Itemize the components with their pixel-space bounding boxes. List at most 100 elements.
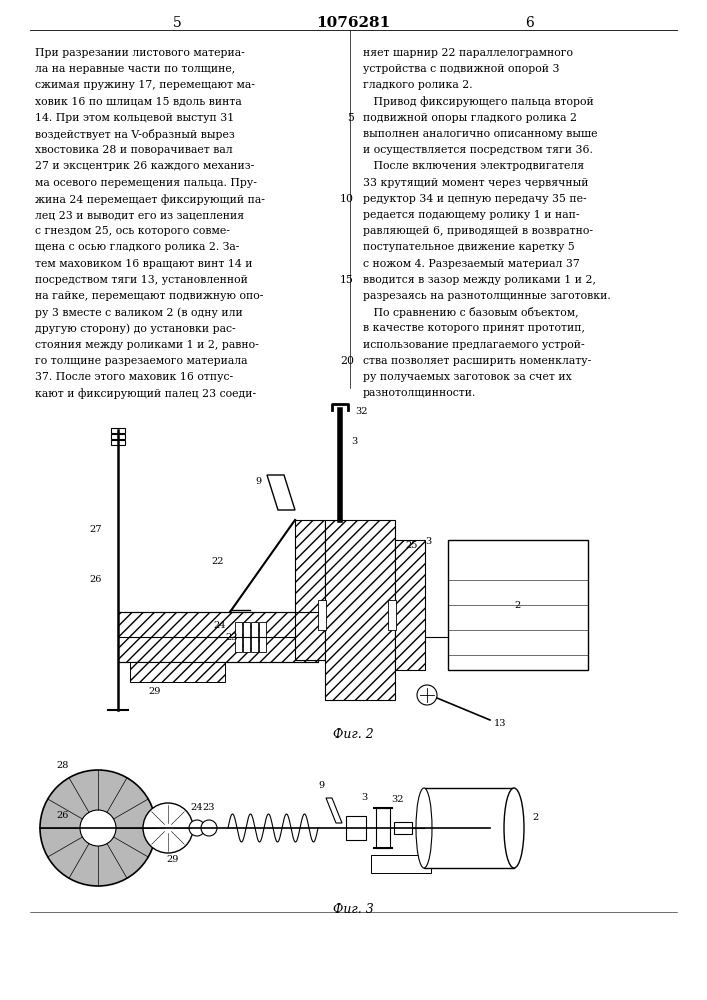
Text: другую сторону) до установки рас-: другую сторону) до установки рас-	[35, 323, 235, 334]
Text: ру получаемых заготовок за счет их: ру получаемых заготовок за счет их	[363, 372, 572, 382]
Text: 26: 26	[57, 812, 69, 820]
Text: ховик 16 по шлицам 15 вдоль винта: ховик 16 по шлицам 15 вдоль винта	[35, 97, 242, 107]
Bar	[130, 662, 225, 682]
Text: 25: 25	[406, 540, 418, 550]
Text: стояния между роликами 1 и 2, равно-: стояния между роликами 1 и 2, равно-	[35, 340, 259, 350]
Text: жина 24 перемещает фиксирующий па-: жина 24 перемещает фиксирующий па-	[35, 194, 265, 205]
Text: лец 23 и выводит его из зацепления: лец 23 и выводит его из зацепления	[35, 210, 244, 220]
Text: 14. При этом кольцевой выступ 31: 14. При этом кольцевой выступ 31	[35, 113, 234, 123]
Bar	[371, 855, 431, 873]
Text: посредством тяги 13, установленной: посредством тяги 13, установленной	[35, 275, 248, 285]
Text: 10: 10	[340, 194, 354, 204]
Text: 3: 3	[351, 438, 357, 446]
Polygon shape	[267, 475, 295, 510]
Circle shape	[80, 810, 116, 846]
Text: 3: 3	[425, 538, 431, 546]
Text: 5: 5	[347, 113, 354, 123]
Text: 32: 32	[356, 408, 368, 416]
Text: в качестве которого принят прототип,: в качестве которого принят прототип,	[363, 323, 585, 333]
Circle shape	[40, 770, 156, 886]
Text: и осуществляется посредством тяги 36.: и осуществляется посредством тяги 36.	[363, 145, 593, 155]
Bar	[394, 822, 412, 834]
Text: 9: 9	[255, 478, 261, 487]
Text: 23: 23	[226, 634, 238, 643]
Text: 2: 2	[515, 600, 521, 609]
Bar	[235, 622, 242, 652]
Text: воздействует на V-образный вырез: воздействует на V-образный вырез	[35, 129, 235, 140]
Text: устройства с подвижной опорой 3: устройства с подвижной опорой 3	[363, 64, 559, 74]
Bar	[251, 622, 258, 652]
Text: 1076281: 1076281	[316, 16, 390, 30]
Text: гладкого ролика 2.: гладкого ролика 2.	[363, 80, 472, 90]
Polygon shape	[326, 798, 342, 823]
Ellipse shape	[504, 788, 524, 868]
Bar	[259, 622, 266, 652]
Bar	[346, 816, 366, 840]
Text: 22: 22	[212, 558, 224, 566]
Text: разнотолщинности.: разнотолщинности.	[363, 388, 477, 398]
Bar	[243, 622, 250, 652]
Text: 23: 23	[203, 804, 215, 812]
Text: няет шарнир 22 параллелограмного: няет шарнир 22 параллелограмного	[363, 48, 573, 58]
Text: 28: 28	[57, 760, 69, 770]
Text: 29: 29	[167, 856, 179, 864]
Text: хвостовика 28 и поворачивает вал: хвостовика 28 и поворачивает вал	[35, 145, 233, 155]
Text: тем маховиком 16 вращают винт 14 и: тем маховиком 16 вращают винт 14 и	[35, 259, 252, 269]
Text: 6: 6	[525, 16, 534, 30]
Text: ла на неравные части по толщине,: ла на неравные части по толщине,	[35, 64, 235, 74]
Ellipse shape	[416, 788, 432, 868]
Text: поступательное движение каретку 5: поступательное движение каретку 5	[363, 242, 575, 252]
Text: При разрезании листового материа-: При разрезании листового материа-	[35, 48, 245, 58]
Text: Фиг. 3: Фиг. 3	[332, 903, 373, 916]
Text: 27: 27	[90, 526, 103, 534]
Text: ру 3 вместе с валиком 2 (в одну или: ру 3 вместе с валиком 2 (в одну или	[35, 307, 243, 318]
Text: кают и фиксирующий палец 23 соеди-: кают и фиксирующий палец 23 соеди-	[35, 388, 256, 399]
Bar	[395, 540, 425, 670]
Bar	[376, 808, 390, 848]
Text: ства позволяет расширить номенклату-: ства позволяет расширить номенклату-	[363, 356, 591, 366]
Text: редается подающему ролику 1 и нап-: редается подающему ролику 1 и нап-	[363, 210, 580, 220]
Text: 26: 26	[90, 576, 103, 584]
Text: 37. После этого маховик 16 отпус-: 37. После этого маховик 16 отпус-	[35, 372, 233, 382]
Text: 13: 13	[493, 720, 506, 728]
Text: с ножом 4. Разрезаемый материал 37: с ножом 4. Разрезаемый материал 37	[363, 259, 580, 269]
Text: По сравнению с базовым объектом,: По сравнению с базовым объектом,	[363, 307, 578, 318]
Bar	[325, 520, 395, 700]
Text: с гнездом 25, ось которого совме-: с гнездом 25, ось которого совме-	[35, 226, 230, 236]
Bar	[388, 600, 396, 630]
Bar	[111, 428, 125, 433]
Text: ма осевого перемещения пальца. Пру-: ма осевого перемещения пальца. Пру-	[35, 178, 257, 188]
Text: 33 крутящий момент через червячный: 33 крутящий момент через червячный	[363, 178, 588, 188]
Bar	[111, 434, 125, 439]
Bar	[118, 612, 318, 662]
Bar	[448, 540, 588, 670]
Text: разрезаясь на разнотолщинные заготовки.: разрезаясь на разнотолщинные заготовки.	[363, 291, 611, 301]
Text: 24: 24	[214, 620, 226, 630]
Text: 9: 9	[318, 782, 324, 790]
Bar	[318, 600, 326, 630]
Text: 24: 24	[191, 804, 203, 812]
Text: 32: 32	[392, 796, 404, 804]
Circle shape	[143, 803, 193, 853]
Text: подвижной опоры гладкого ролика 2: подвижной опоры гладкого ролика 2	[363, 113, 577, 123]
Circle shape	[417, 685, 437, 705]
Text: вводится в зазор между роликами 1 и 2,: вводится в зазор между роликами 1 и 2,	[363, 275, 596, 285]
Text: щена с осью гладкого ролика 2. За-: щена с осью гладкого ролика 2. За-	[35, 242, 240, 252]
Text: 15: 15	[340, 275, 354, 285]
Text: 27 и эксцентрик 26 каждого механиз-: 27 и эксцентрик 26 каждого механиз-	[35, 161, 255, 171]
Circle shape	[201, 820, 217, 836]
Text: го толщине разрезаемого материала: го толщине разрезаемого материала	[35, 356, 247, 366]
Text: 20: 20	[340, 356, 354, 366]
Text: 5: 5	[173, 16, 182, 30]
Text: 29: 29	[148, 688, 161, 696]
Text: Привод фиксирующего пальца второй: Привод фиксирующего пальца второй	[363, 97, 594, 107]
Text: выполнен аналогично описанному выше: выполнен аналогично описанному выше	[363, 129, 597, 139]
Bar	[111, 440, 125, 445]
Text: редуктор 34 и цепную передачу 35 пе-: редуктор 34 и цепную передачу 35 пе-	[363, 194, 587, 204]
Bar	[295, 520, 325, 660]
Text: 3: 3	[361, 794, 367, 802]
Text: равляющей 6, приводящей в возвратно-: равляющей 6, приводящей в возвратно-	[363, 226, 593, 236]
Circle shape	[189, 820, 205, 836]
Bar	[424, 788, 514, 868]
Text: После включения электродвигателя: После включения электродвигателя	[363, 161, 584, 171]
